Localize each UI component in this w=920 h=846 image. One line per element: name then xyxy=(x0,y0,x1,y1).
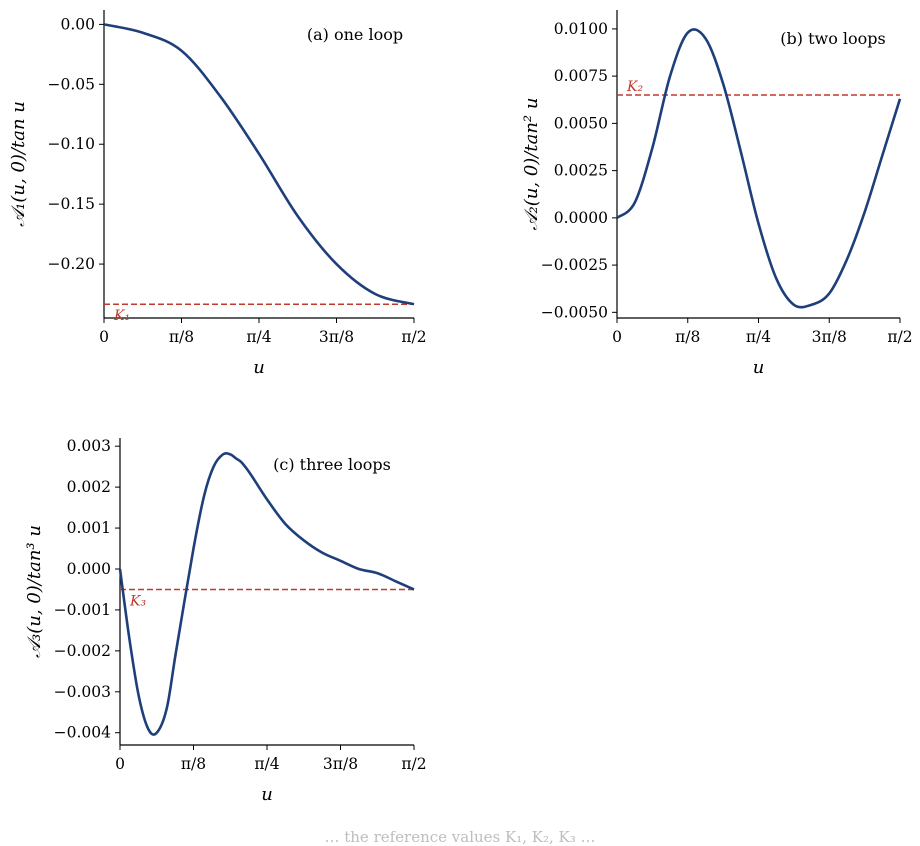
x-tick-label: π/2 xyxy=(401,328,426,346)
x-tick-label: 3π/8 xyxy=(319,328,354,346)
y-tick-label: 0.0100 xyxy=(554,20,608,38)
y-tick-label: 0.00 xyxy=(60,15,95,33)
x-tick-label: π/8 xyxy=(675,328,700,346)
y-tick-label: −0.003 xyxy=(54,683,111,701)
y-tick-label: 0.001 xyxy=(67,519,111,537)
y-tick-label: 0.0075 xyxy=(554,67,608,85)
series-line xyxy=(118,451,415,736)
y-tick-label: 0.002 xyxy=(67,478,111,496)
reference-label: K₃ xyxy=(129,593,146,609)
y-axis-label: 𝒜₃(u, 0)/tan³ u xyxy=(24,525,45,658)
y-tick-label: −0.0050 xyxy=(541,303,608,321)
x-tick-label: 0 xyxy=(115,755,125,773)
y-tick-label: −0.15 xyxy=(48,195,96,213)
x-axis-label: u xyxy=(753,357,765,378)
x-axis-label: u xyxy=(253,357,265,378)
panel-title: (c) three loops xyxy=(273,455,391,474)
x-tick-label: 3π/8 xyxy=(812,328,847,346)
x-tick-label: π/2 xyxy=(401,755,426,773)
caption-fragment: … the reference values K₁, K₂, K₃ … xyxy=(324,828,596,846)
chart-panel-1: 0 π/8 π/4 3π/8 π/2 0.00 −0.05 −0.10 −0.15 −0.20 u 𝒜… xyxy=(8,10,427,378)
series-line xyxy=(103,23,415,306)
x-axis-label: u xyxy=(261,784,273,805)
reference-label: K₁ xyxy=(113,308,130,324)
x-tick-label: π/2 xyxy=(887,328,912,346)
x-tick-label: π/8 xyxy=(181,755,206,773)
y-tick-label: 0.0025 xyxy=(554,162,608,180)
y-tick-label: −0.05 xyxy=(48,75,96,93)
y-tick-label: 0.003 xyxy=(67,437,111,455)
x-tick-label: π/4 xyxy=(246,328,271,346)
x-tick-label: π/4 xyxy=(746,328,771,346)
x-tick-label: 0 xyxy=(99,328,109,346)
y-tick-label: 0.0000 xyxy=(554,209,608,227)
y-tick-label: −0.004 xyxy=(54,724,111,742)
panel-title: (b) two loops xyxy=(780,29,886,48)
y-tick-label: −0.002 xyxy=(54,642,111,660)
reference-label: K₂ xyxy=(626,79,643,95)
y-axis-label: 𝒜₂(u, 0)/tan² u xyxy=(521,98,542,231)
x-tick-label: 0 xyxy=(612,328,622,346)
y-axis-label: 𝒜₁(u, 0)/tan u xyxy=(8,101,29,227)
y-tick-label: −0.10 xyxy=(48,135,96,153)
y-tick-label: −0.0025 xyxy=(541,256,608,274)
chart-panel-2: 0 π/8 π/4 3π/8 π/2 0.0100 0.0075 0.0050 0.0025 0.… xyxy=(521,10,913,378)
panel-title: (a) one loop xyxy=(307,25,403,44)
x-tick-label: π/8 xyxy=(169,328,194,346)
series-line xyxy=(616,28,902,309)
y-tick-label: 0.000 xyxy=(67,560,111,578)
x-tick-label: 3π/8 xyxy=(323,755,358,773)
y-tick-label: −0.001 xyxy=(54,601,111,619)
x-tick-label: π/4 xyxy=(254,755,279,773)
y-tick-label: −0.20 xyxy=(48,255,96,273)
y-tick-label: 0.0050 xyxy=(554,114,608,132)
chart-panel-3: 0 π/8 π/4 3π/8 π/2 0.003 0.002 0.001 0.000 −0.001… xyxy=(24,437,427,805)
